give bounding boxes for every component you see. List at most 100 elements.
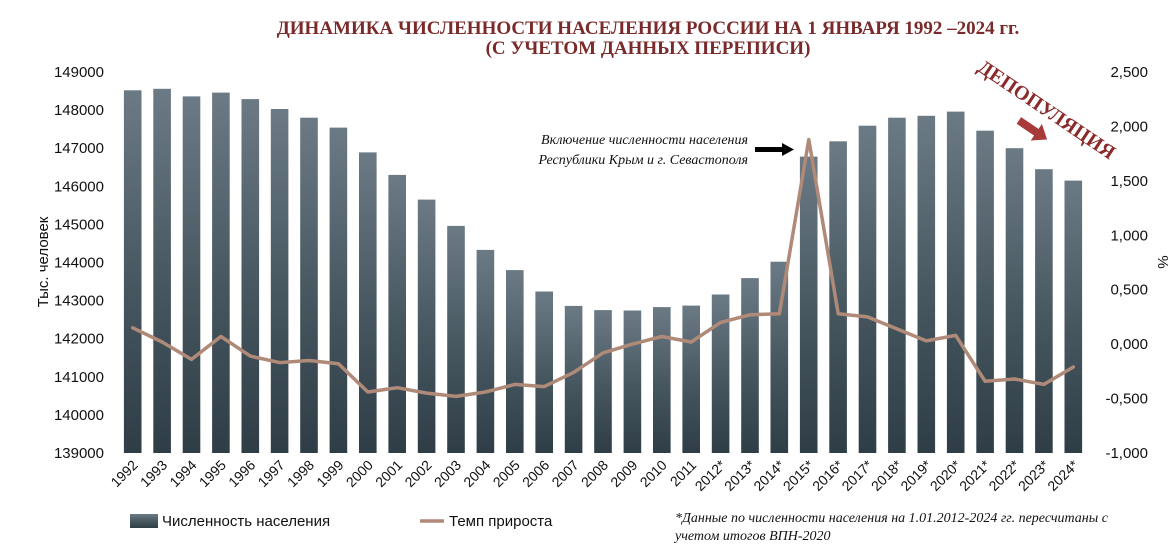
x-tick-label: 2000 <box>343 457 376 490</box>
bar <box>417 199 436 453</box>
x-tick-label: 2017* <box>838 456 876 494</box>
y-right-tick-label: 0,000 <box>1110 336 1148 353</box>
x-tick-label: 2024* <box>1044 456 1082 494</box>
y-right-tick-label: 1,000 <box>1110 227 1148 244</box>
bar <box>182 96 201 454</box>
x-tick-label: 2007 <box>548 457 581 490</box>
y-right-tick-label: 0,500 <box>1110 282 1148 299</box>
y-right-tick-label: 2,000 <box>1110 118 1148 135</box>
y-axis-right: -1,000 -0,500 0,000 0,500 1,000 1,500 2,000 2,5… <box>1105 64 1148 462</box>
x-tick-label: 1992 <box>107 457 140 490</box>
annotation-line2: Республики Крым и г. Севастополя <box>537 153 748 168</box>
bar <box>1005 148 1024 453</box>
x-tick-label: 2015* <box>780 456 818 494</box>
bar <box>829 141 847 454</box>
x-tick-label: 2020* <box>927 456 965 494</box>
y-right-tick-label: -0,500 <box>1105 391 1148 408</box>
bar <box>946 111 965 453</box>
y-tick-label: 144000 <box>54 255 104 272</box>
x-tick-label: 1998 <box>284 457 317 490</box>
bar <box>682 305 700 453</box>
bar <box>388 174 406 453</box>
bar <box>153 88 171 454</box>
legend-bar-swatch <box>130 514 158 528</box>
bar <box>711 294 730 453</box>
x-tick-label: 1994 <box>166 457 199 490</box>
x-axis: 1992199319941995199619971998199920002001… <box>107 456 1081 494</box>
legend-bar-label: Численность населения <box>162 513 330 530</box>
bar <box>506 270 524 453</box>
y-right-tick-label: 2,500 <box>1110 64 1148 81</box>
bar <box>653 307 671 453</box>
legend: Численность населения Темп прироста <box>130 513 553 530</box>
x-tick-label: 2012* <box>692 456 730 494</box>
y-tick-label: 141000 <box>54 369 104 386</box>
bar <box>976 130 994 453</box>
y-tick-label: 148000 <box>54 102 104 119</box>
x-tick-label: 2016* <box>809 456 847 494</box>
x-tick-label: 1996 <box>225 457 258 490</box>
x-tick-label: 2005 <box>490 457 523 490</box>
x-tick-label: 2002 <box>401 457 434 490</box>
bar <box>741 278 759 453</box>
bar <box>770 261 789 453</box>
bar <box>359 152 377 453</box>
bar <box>564 305 583 453</box>
x-tick-label: 2001 <box>372 457 405 490</box>
y-tick-label: 149000 <box>54 64 104 81</box>
bar <box>799 156 818 453</box>
x-tick-label: 2018* <box>868 456 906 494</box>
y-axis-right-label: % <box>1154 255 1168 268</box>
x-tick-label: 1995 <box>196 457 229 490</box>
chart-title-line2: (С УЧЕТОМ ДАННЫХ ПЕРЕПИСИ) <box>486 38 811 59</box>
bar <box>447 225 465 453</box>
bar <box>476 249 495 453</box>
x-tick-label: 2010 <box>637 457 670 490</box>
bar <box>594 310 612 453</box>
y-right-tick-label: -1,000 <box>1105 445 1148 462</box>
bar <box>123 90 142 454</box>
x-tick-label: 1999 <box>313 457 346 490</box>
x-tick-label: 2004 <box>460 457 493 490</box>
bar <box>1064 180 1083 453</box>
bar <box>888 117 906 453</box>
x-tick-label: 2006 <box>519 457 552 490</box>
chart-title-line1: ДИНАМИКА ЧИСЛЕННОСТИ НАСЕЛЕНИЯ РОССИИ НА… <box>277 18 1020 39</box>
bar <box>623 310 642 453</box>
bar <box>212 92 230 453</box>
x-tick-label: 2008 <box>578 457 611 490</box>
footnote-line2: учетом итогов ВПН-2020 <box>673 529 831 544</box>
x-tick-label: 2014* <box>750 456 788 494</box>
x-tick-label: 2003 <box>431 457 464 490</box>
y-right-tick-label: 1,500 <box>1110 173 1148 190</box>
bar <box>300 117 318 453</box>
legend-line-label: Темп прироста <box>449 513 553 530</box>
y-tick-label: 147000 <box>54 140 104 157</box>
x-tick-label: 2023* <box>1015 456 1053 494</box>
x-tick-label: 1997 <box>254 457 287 490</box>
x-tick-label: 2019* <box>897 456 935 494</box>
x-tick-label: 2021* <box>956 456 994 494</box>
depopulation-label: ДЕПОПУЛЯЦИЯ <box>974 56 1120 164</box>
bar <box>1035 169 1053 453</box>
bar <box>241 99 260 453</box>
footnote-line1: *Данные по численности населения на 1.01… <box>675 511 1109 526</box>
y-tick-label: 143000 <box>54 293 104 310</box>
bar <box>270 109 289 453</box>
bar-series <box>123 88 1083 454</box>
x-tick-label: 2022* <box>985 456 1023 494</box>
y-tick-label: 142000 <box>54 331 104 348</box>
x-tick-label: 2009 <box>607 457 640 490</box>
bar <box>535 291 553 453</box>
bar <box>329 127 348 453</box>
y-tick-label: 139000 <box>54 445 104 462</box>
annotation-arrow <box>755 143 794 156</box>
y-tick-label: 145000 <box>54 216 104 233</box>
x-tick-label: 2013* <box>721 456 759 494</box>
y-tick-label: 140000 <box>54 407 104 424</box>
x-tick-label: 1993 <box>137 457 170 490</box>
depopulation-arrow-icon <box>1016 117 1048 141</box>
y-tick-label: 146000 <box>54 178 104 195</box>
bar <box>917 115 936 454</box>
